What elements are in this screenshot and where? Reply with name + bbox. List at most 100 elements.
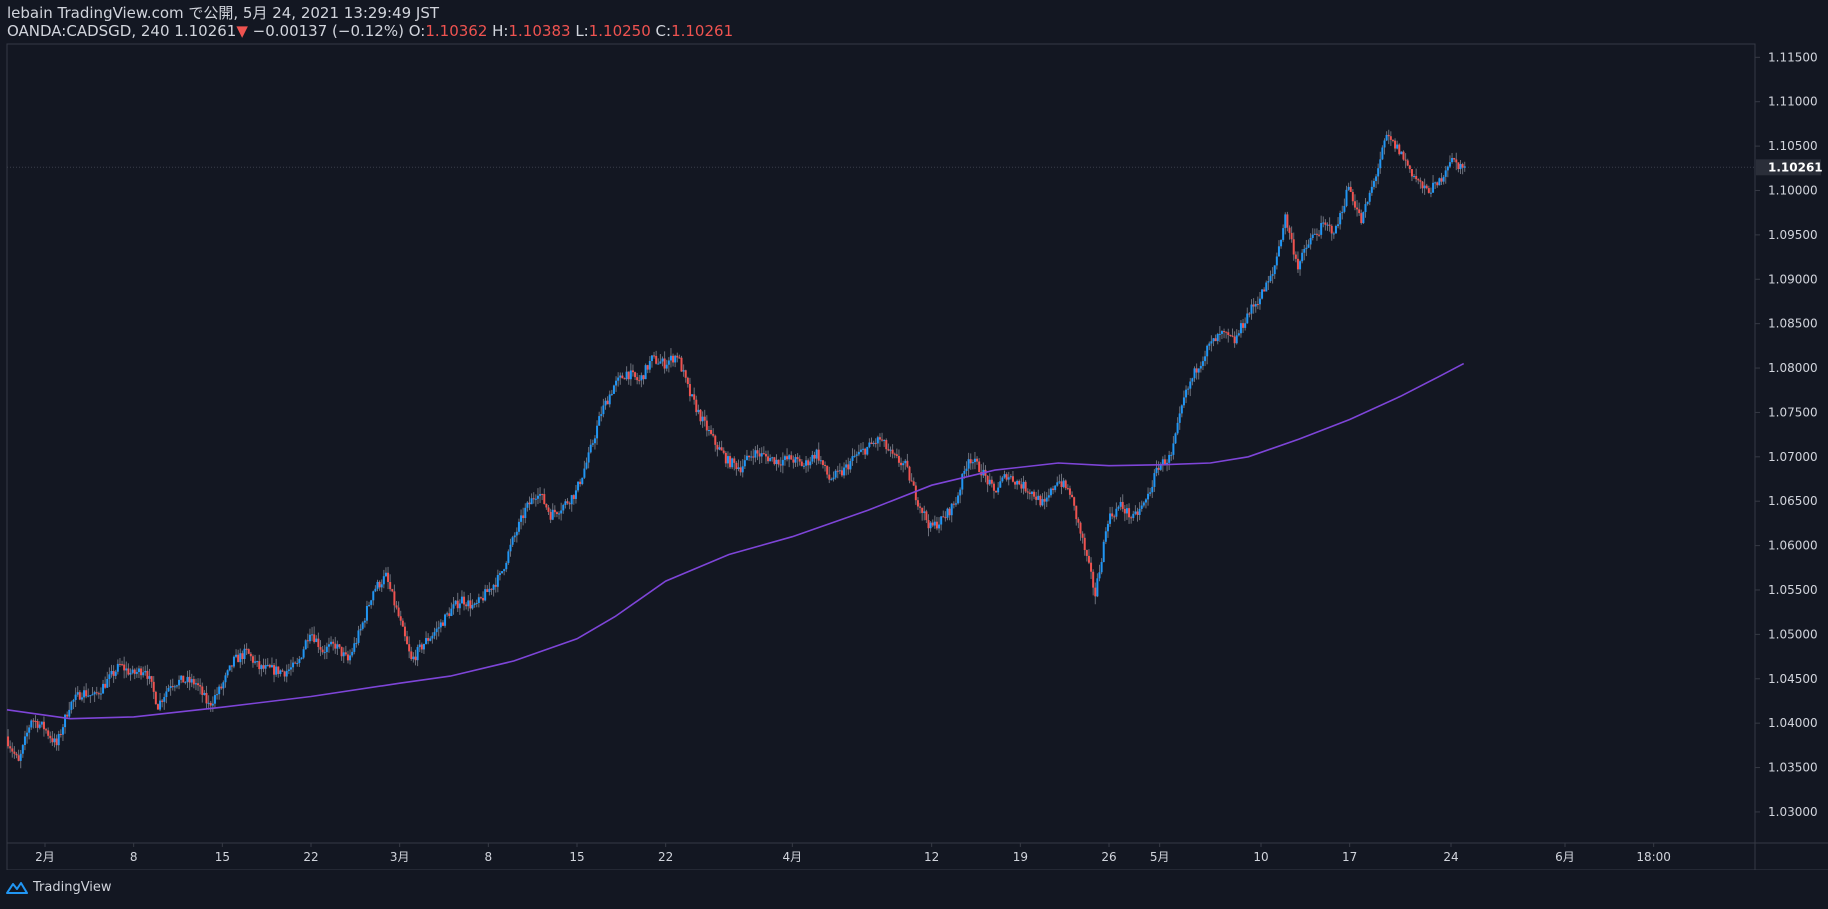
candle-up (564, 501, 567, 506)
candle-up (760, 453, 763, 457)
candle-down (910, 480, 913, 482)
candle-down (579, 481, 582, 485)
candle-up (967, 459, 970, 469)
symbol-label[interactable]: OANDA:CADSGD, 240 (7, 22, 170, 40)
candle-down (1296, 258, 1299, 270)
candle-down (878, 437, 881, 440)
candle-down (1092, 571, 1095, 588)
candle-down (678, 357, 681, 359)
candle-down (908, 466, 911, 481)
candle-up (1155, 467, 1158, 474)
candle-up (1132, 513, 1135, 518)
candle-down (486, 589, 489, 592)
candle-down (653, 355, 656, 357)
candle-up (1383, 140, 1386, 148)
candle-down (767, 456, 770, 462)
candle-up (1210, 341, 1213, 344)
candle-down (1223, 331, 1226, 333)
candle-down (912, 481, 915, 486)
candle-up (374, 588, 377, 592)
candle-down (85, 690, 88, 697)
candle-down (1052, 488, 1055, 491)
candle-up (1451, 158, 1454, 163)
candle-down (1128, 508, 1131, 518)
candle-up (1434, 182, 1437, 184)
candle-up (876, 437, 879, 444)
candle-down (456, 600, 459, 609)
tradingview-logo-icon[interactable] (6, 881, 28, 895)
candle-down (1018, 480, 1021, 485)
candle-down (1440, 178, 1443, 182)
candle-down (1020, 484, 1023, 489)
candle-up (737, 467, 740, 470)
candle-up (135, 672, 138, 674)
candle-up (180, 675, 183, 680)
candle-down (262, 665, 265, 669)
candle-up (471, 604, 474, 609)
symbol-ohlc-line: OANDA:CADSGD, 240 1.10261▼ −0.00137 (−0.… (7, 22, 733, 40)
candle-down (1026, 491, 1029, 493)
candle-down (881, 439, 884, 441)
candle-up (585, 462, 588, 469)
price-tick-label: 1.11500 (1768, 50, 1818, 64)
candle-down (95, 692, 98, 694)
candle-down (672, 355, 675, 363)
candle-down (338, 644, 341, 647)
candle-down (344, 652, 347, 655)
candle-down (317, 638, 320, 648)
candle-up (659, 361, 662, 364)
candle-up (505, 562, 508, 570)
candle-up (467, 600, 470, 607)
price-tick-label: 1.04000 (1768, 716, 1818, 730)
time-axis[interactable]: 2月 8 15 22 3月 8 15 22 4月 12 19 26 5月 10 17 24 6月 18:00 (35, 843, 1671, 864)
candle-down (568, 503, 571, 505)
candle-up (1106, 523, 1109, 532)
candle-up (1258, 298, 1261, 305)
candle-down (549, 511, 552, 520)
candle-up (1098, 572, 1101, 579)
candle-down (636, 377, 639, 381)
candle-up (129, 672, 132, 675)
candle-up (370, 600, 373, 605)
candle-down (205, 692, 208, 704)
candle-up (1208, 343, 1211, 346)
candle-up (1058, 481, 1061, 483)
candle-up (1125, 508, 1128, 514)
candle-up (89, 695, 92, 697)
candle-down (406, 636, 409, 645)
candle-down (710, 429, 713, 434)
candle-up (1423, 185, 1426, 189)
candle-down (1252, 304, 1255, 307)
candlestick-chart[interactable]: 1.03000 1.03500 1.04000 1.04500 1.05000 1.055… (0, 0, 1828, 870)
candle-up (515, 531, 518, 536)
candle-down (389, 582, 392, 590)
candle-down (319, 647, 322, 650)
candle-up (1151, 486, 1154, 493)
candle-up (70, 701, 73, 710)
price-axis[interactable]: 1.03000 1.03500 1.04000 1.04500 1.05000 1.055… (1755, 50, 1823, 819)
brand-label[interactable]: TradingView (33, 880, 112, 895)
candle-down (1419, 180, 1422, 182)
candle-up (380, 584, 383, 588)
candle-up (1049, 488, 1052, 496)
chart-header: lebain TradingView.com で公開, 5月 24, 2021 … (7, 4, 733, 40)
candle-down (676, 355, 679, 358)
candle-down (821, 460, 824, 466)
candle-down (762, 453, 765, 455)
time-tick-label: 22 (303, 850, 318, 864)
candle-down (1090, 562, 1093, 572)
candle-up (602, 405, 605, 415)
candle-up (1277, 246, 1280, 257)
candle-down (817, 449, 820, 461)
candle-down (403, 626, 406, 637)
candle-down (1421, 181, 1424, 189)
candle-down (1039, 495, 1042, 506)
candle-down (864, 448, 867, 455)
candle-up (207, 702, 210, 704)
candle-down (1121, 501, 1124, 509)
candle-up (1347, 186, 1350, 190)
candle-up (327, 644, 330, 647)
candle-up (365, 605, 368, 621)
candle-up (315, 638, 318, 642)
candle-down (1402, 151, 1405, 160)
